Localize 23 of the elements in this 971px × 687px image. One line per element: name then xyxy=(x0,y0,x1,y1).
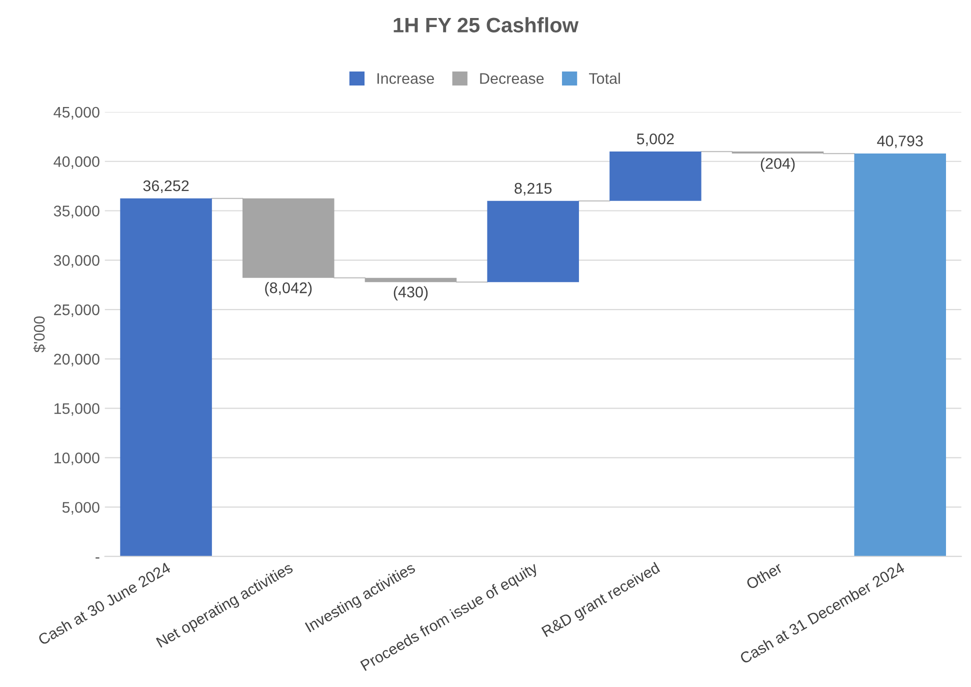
data-label: (8,042) xyxy=(265,282,312,296)
y-tick-label: - xyxy=(96,557,100,559)
data-label: (430) xyxy=(394,286,428,300)
y-tick-label: 15,000 xyxy=(54,403,100,416)
x-tick-label: Other xyxy=(745,561,784,590)
y-tick-label: 20,000 xyxy=(54,354,100,366)
legend-label: Increase xyxy=(377,73,434,84)
y-tick-label: 5,000 xyxy=(62,502,100,515)
data-label: (204) xyxy=(760,158,795,172)
y-tick-label: 40,000 xyxy=(54,156,100,169)
data-label: 8,215 xyxy=(514,182,552,196)
chart-title: 1H FY 25 Cashflow xyxy=(394,17,579,32)
legend-label: Total xyxy=(588,72,620,84)
data-label: 5,002 xyxy=(636,134,674,146)
data-label: 40,793 xyxy=(877,136,923,148)
data-label: 36,252 xyxy=(143,180,189,194)
y-tick-label: 10,000 xyxy=(54,452,100,466)
y-tick-label: 45,000 xyxy=(54,106,100,120)
y-tick-label: 35,000 xyxy=(54,206,100,218)
y-tick-label: 30,000 xyxy=(54,255,100,268)
y-tick-label: 25,000 xyxy=(54,304,100,318)
y-axis-title: $'000 xyxy=(33,316,46,353)
legend-label: Decrease xyxy=(480,73,544,84)
